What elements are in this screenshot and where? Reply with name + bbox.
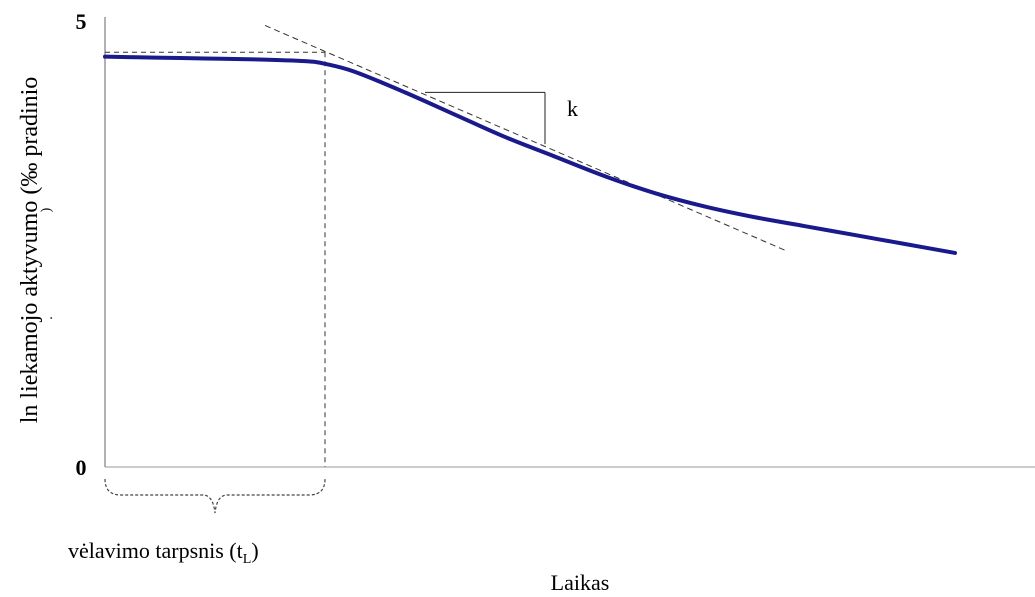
series-layer — [103, 54, 957, 255]
x-axis-label: Laikas — [551, 570, 610, 595]
y-axis-label-fragment: ) — [39, 207, 54, 212]
y-tick-label: 5 — [76, 9, 87, 34]
y-axis-label: ln liekamojo aktyvumo (‰ pradinio — [17, 77, 43, 424]
lag-brace — [104, 478, 326, 514]
tangent-dashed-line — [264, 25, 786, 251]
lag-period-label: vėlavimo tarpsnis (tL) — [68, 538, 259, 567]
activity-curve — [103, 54, 957, 255]
y-axis-label-fragment: . — [41, 316, 56, 320]
y-tick-label: 0 — [76, 455, 87, 480]
labels-layer: 0 5 k vėlavimo tarpsnis (tL) Laikas ln liekam… — [17, 9, 609, 595]
guide-lines — [104, 25, 786, 514]
slope-k-label: k — [567, 96, 578, 121]
axes — [104, 17, 1035, 468]
